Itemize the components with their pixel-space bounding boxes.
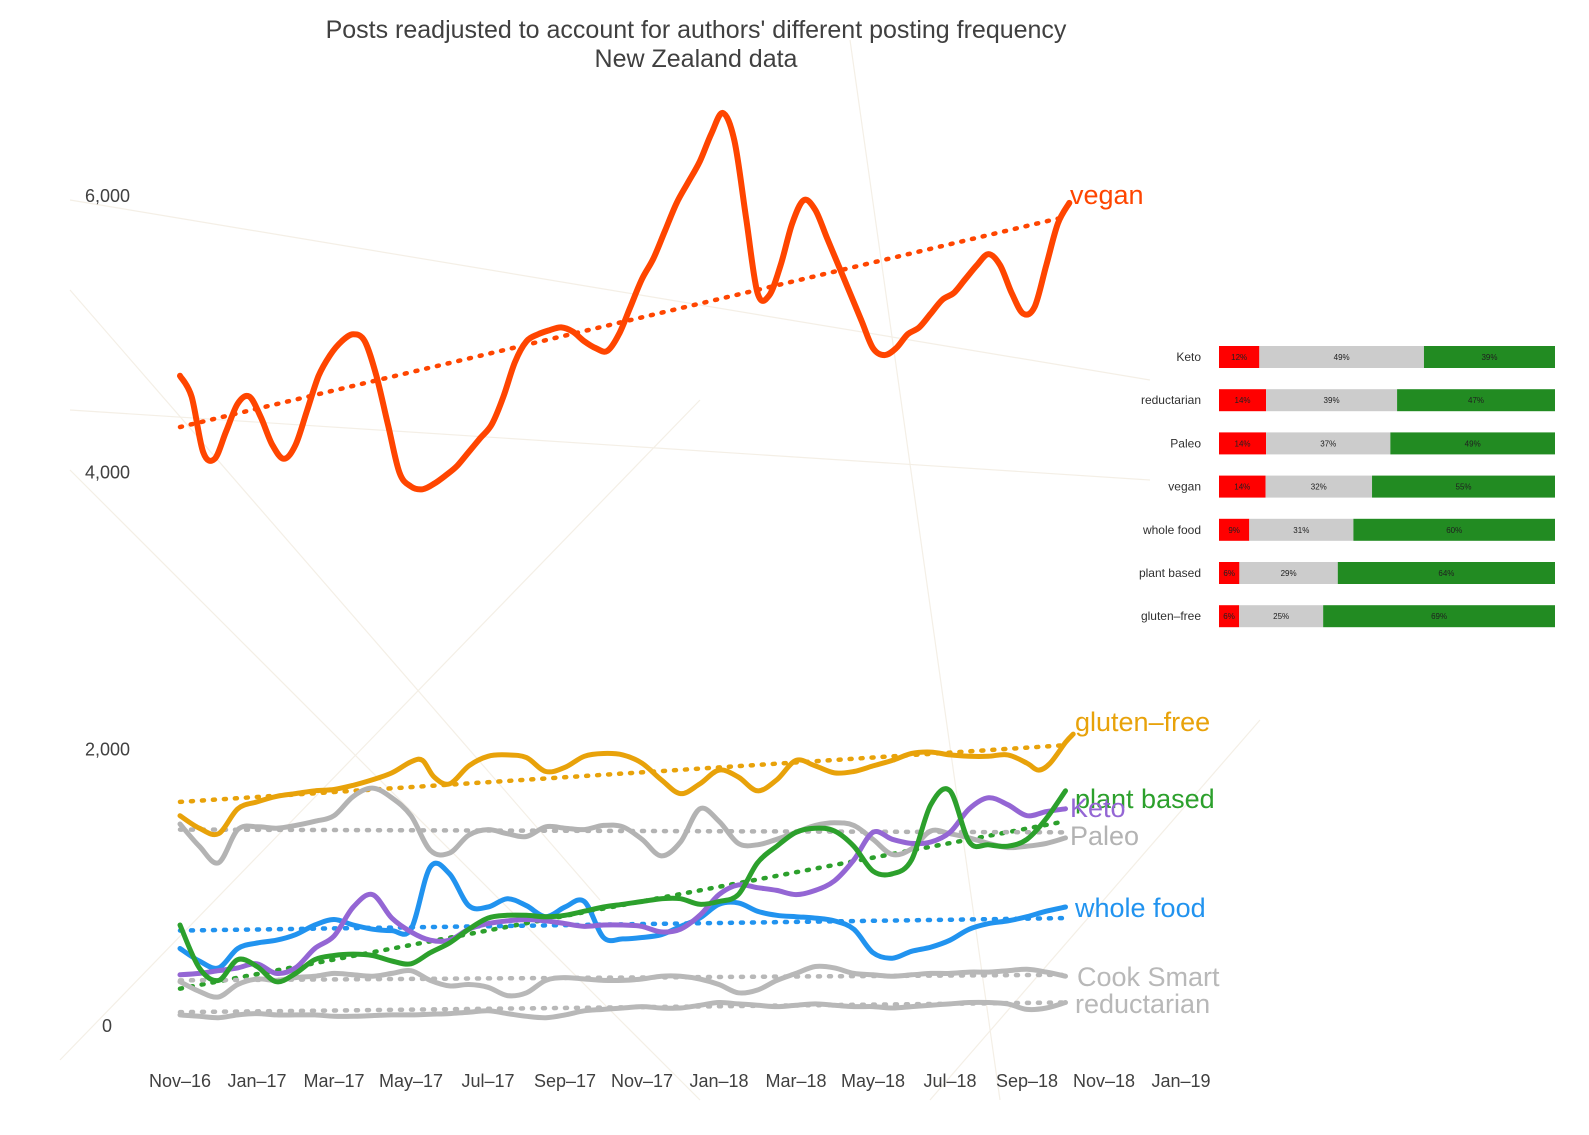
bar-segment	[1390, 432, 1555, 455]
inset-stacked-bar-chart: Keto 12% 49% 39% reductarian 14% 39% 47% Paleo 14…	[1139, 346, 1555, 628]
bar-segment	[1265, 475, 1373, 498]
bar-category-label: vegan	[1168, 480, 1201, 494]
bar-value-label: 9%	[1228, 526, 1240, 535]
chart-title: Posts readjusted to account for authors'…	[326, 16, 1067, 44]
series-label-plant-based: plant based	[1075, 784, 1215, 814]
x-tick-label: Sep–17	[534, 1071, 596, 1091]
bar-value-label: 60%	[1446, 526, 1462, 535]
y-tick-label: 6,000	[85, 186, 130, 206]
series-line-gluten-free	[177, 731, 1076, 838]
y-axis: 0 2,000 4,000 6,000	[85, 186, 130, 1036]
bar-category-label: gluten–free	[1141, 609, 1201, 623]
x-tick-label: Nov–18	[1073, 1071, 1135, 1091]
bar-value-label: 39%	[1324, 396, 1340, 405]
series-line-reductarian	[177, 999, 1068, 1021]
chart-subtitle: New Zealand data	[595, 45, 798, 73]
bar-value-label: 6%	[1223, 569, 1235, 578]
bar-segment	[1219, 562, 1240, 584]
bar-segment	[1337, 562, 1555, 584]
series-line-whole-food	[177, 860, 1068, 971]
bar-value-label: 32%	[1311, 483, 1327, 492]
x-tick-label: Jan–19	[1151, 1071, 1210, 1091]
bar-value-label: 49%	[1334, 353, 1350, 362]
trend-line-paleo	[177, 827, 1068, 835]
x-tick-label: May–18	[841, 1071, 905, 1091]
bar-category-label: plant based	[1139, 566, 1201, 580]
series-line-cook-smart	[177, 963, 1068, 1000]
bar-segment	[1266, 389, 1398, 412]
bar-value-label: 29%	[1281, 569, 1297, 578]
bar-value-label: 47%	[1468, 396, 1484, 405]
bar-segment	[1219, 432, 1267, 455]
bar-category-label: Paleo	[1170, 436, 1201, 450]
bar-segment	[1219, 605, 1240, 628]
y-tick-label: 4,000	[85, 463, 130, 483]
x-tick-label: Jan–18	[689, 1071, 748, 1091]
bar-value-label: 6%	[1223, 612, 1235, 621]
bar-value-label: 69%	[1431, 612, 1447, 621]
bar-segment	[1423, 346, 1555, 368]
x-tick-label: Jul–18	[923, 1071, 976, 1091]
series-label-paleo: Paleo	[1070, 821, 1139, 851]
x-tick-label: May–17	[379, 1071, 443, 1091]
bar-value-label: 12%	[1231, 353, 1247, 362]
y-tick-label: 0	[102, 1016, 112, 1036]
bar-value-label: 14%	[1235, 396, 1251, 405]
x-tick-label: Nov–16	[149, 1071, 211, 1091]
bar-value-label: 39%	[1481, 353, 1497, 362]
bar-segment	[1397, 389, 1555, 412]
bar-value-label: 55%	[1456, 483, 1472, 492]
x-tick-label: Jan–17	[227, 1071, 286, 1091]
x-tick-label: Mar–18	[765, 1071, 826, 1091]
series-line-vegan	[177, 110, 1073, 493]
bar-segment	[1219, 389, 1267, 412]
bar-segment	[1239, 605, 1324, 628]
bar-category-label: Keto	[1176, 350, 1201, 364]
bar-segment	[1219, 518, 1250, 541]
series-label-whole-food: whole food	[1074, 893, 1206, 923]
y-tick-label: 2,000	[85, 739, 130, 759]
series-label-reductarian: reductarian	[1075, 989, 1210, 1019]
series-line-plant-based	[177, 786, 1068, 985]
bar-value-label: 14%	[1234, 483, 1250, 492]
bar-segment	[1353, 518, 1555, 541]
bar-value-label: 49%	[1465, 439, 1481, 448]
bar-category-label: reductarian	[1141, 393, 1201, 407]
x-tick-label: Nov–17	[611, 1071, 673, 1091]
bar-value-label: 31%	[1293, 526, 1309, 535]
background-watermark	[59, 39, 1261, 1101]
bar-segment	[1239, 562, 1338, 584]
bar-segment	[1372, 475, 1555, 498]
series-label-vegan: vegan	[1070, 180, 1144, 210]
series-lines	[177, 110, 1076, 1021]
trend-lines	[177, 214, 1068, 1015]
bar-category-label: whole food	[1142, 523, 1201, 537]
x-axis: Nov–16 Jan–17 Mar–17 May–17 Jul–17 Sep–17 Nov–…	[149, 1071, 1211, 1091]
bar-segment	[1219, 475, 1266, 498]
bar-segment	[1266, 432, 1391, 455]
series-label-cook-smart: Cook Smart	[1077, 962, 1220, 992]
bar-segment	[1259, 346, 1424, 368]
bar-segment	[1249, 518, 1354, 541]
series-label-keto: Keto	[1070, 793, 1126, 823]
series-label-gluten-free: gluten–free	[1075, 707, 1210, 737]
bar-segment	[1323, 605, 1555, 628]
bar-value-label: 25%	[1273, 612, 1289, 621]
bar-value-label: 14%	[1235, 439, 1251, 448]
bar-segment	[1219, 346, 1260, 368]
bar-value-label: 64%	[1438, 569, 1454, 578]
x-tick-label: Mar–17	[303, 1071, 364, 1091]
bar-value-label: 37%	[1320, 439, 1336, 448]
x-tick-label: Sep–18	[996, 1071, 1058, 1091]
x-tick-label: Jul–17	[461, 1071, 514, 1091]
